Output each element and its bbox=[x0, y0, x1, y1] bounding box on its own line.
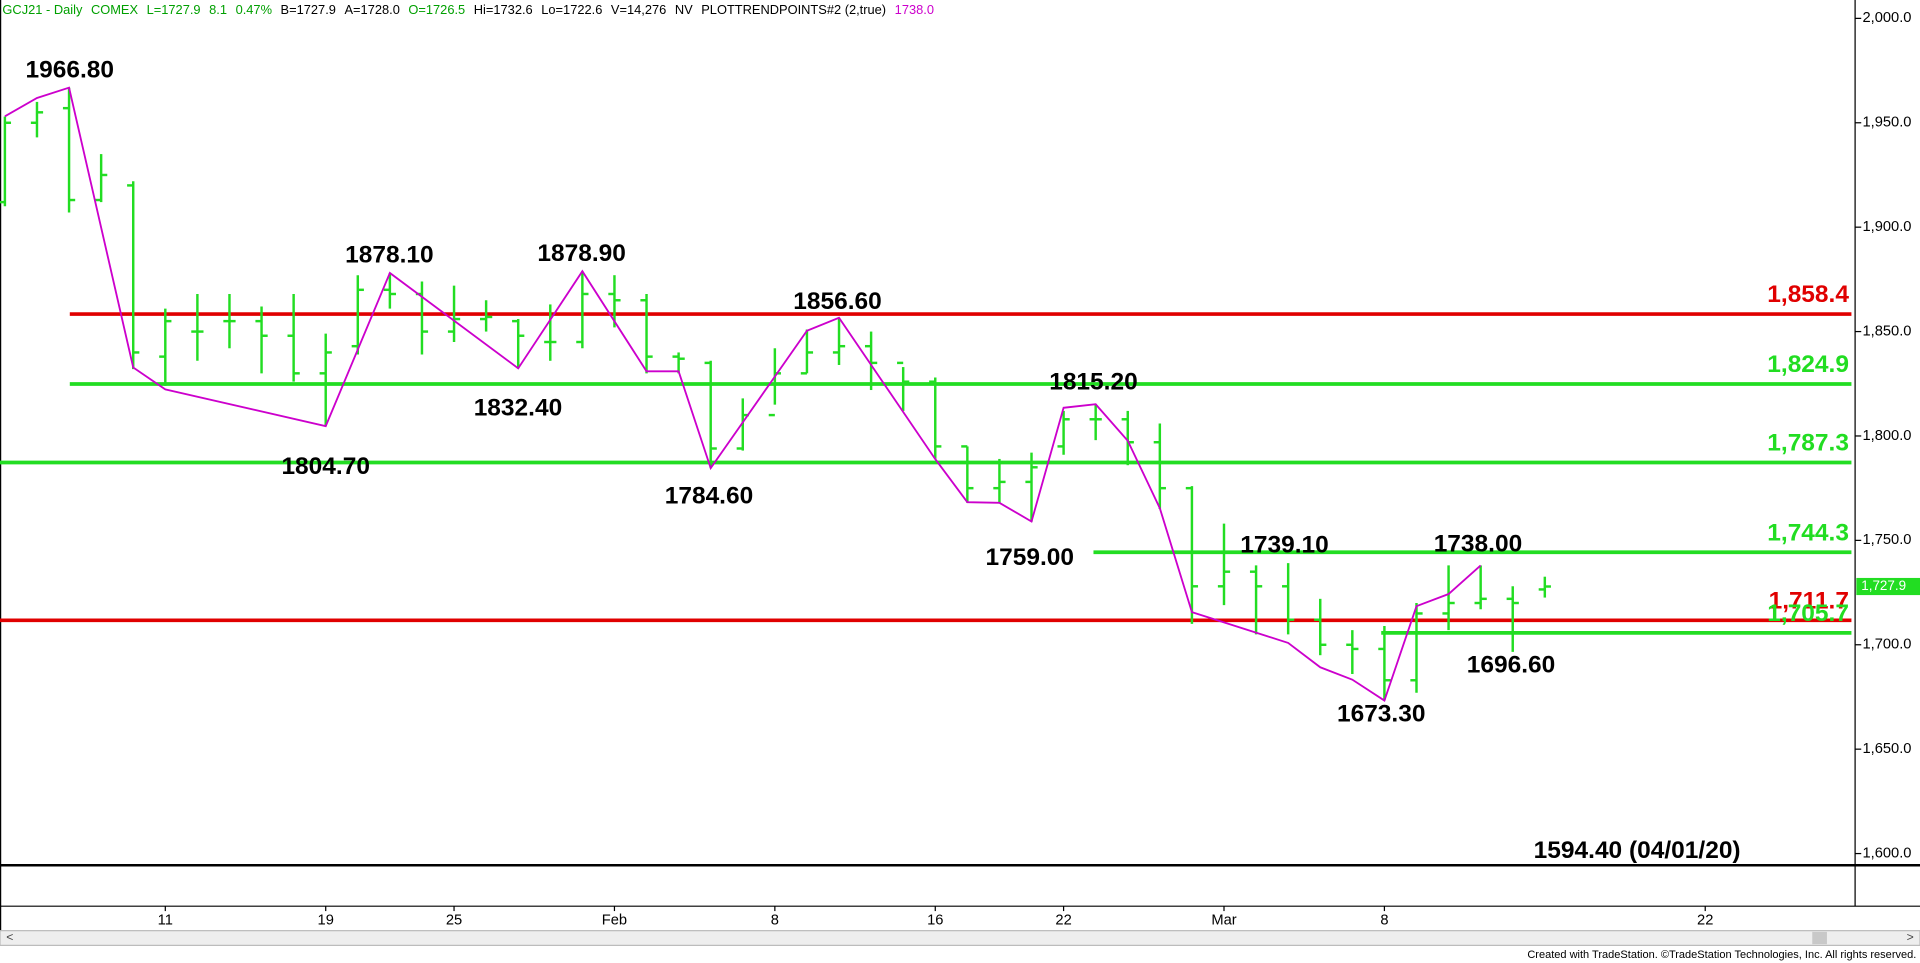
x-tick-label: 19 bbox=[318, 913, 334, 929]
swing-label: 1832.40 bbox=[474, 394, 563, 421]
swing-label: 1815.20 bbox=[1049, 369, 1138, 396]
level-label: 1594.40 (04/01/20) bbox=[1534, 837, 1741, 864]
y-tick-label: 1,700.0 bbox=[1862, 637, 1911, 653]
header-item: Lo=1722.6 bbox=[541, 2, 602, 17]
footer: Created with TradeStation. ©TradeStation… bbox=[1527, 949, 1916, 961]
header-item: 1738.0 bbox=[895, 2, 934, 17]
scrollbar-thumb[interactable] bbox=[1812, 931, 1827, 945]
header-item: COMEX bbox=[91, 2, 139, 17]
x-tick-label: 8 bbox=[1380, 913, 1388, 929]
x-tick-label: 25 bbox=[446, 913, 462, 929]
header-item: V=14,276 bbox=[611, 2, 666, 17]
swing-label: 1739.10 bbox=[1240, 532, 1329, 559]
swing-label: 1856.60 bbox=[793, 288, 882, 315]
y-tick-label: 1,650.0 bbox=[1862, 741, 1911, 757]
y-tick-label: 1,950.0 bbox=[1862, 115, 1911, 131]
x-tick-label: 11 bbox=[158, 913, 173, 929]
x-tick-label: Mar bbox=[1211, 913, 1236, 929]
header-item: B=1727.9 bbox=[281, 2, 336, 17]
header-item: 0.47% bbox=[236, 2, 272, 17]
swing-label: 1759.00 bbox=[986, 544, 1075, 571]
header: GCJ21 - Daily COMEX L=1727.9 8.1 0.47% B=1727… bbox=[2, 2, 934, 17]
swing-label: 1696.60 bbox=[1467, 652, 1556, 679]
header-item: Hi=1732.6 bbox=[474, 2, 533, 17]
trend-line bbox=[4, 86, 1482, 702]
swing-label: 1738.00 bbox=[1434, 530, 1523, 557]
y-tick-label: 2,000.0 bbox=[1862, 10, 1911, 26]
last-price-box bbox=[1856, 577, 1920, 596]
swing-label: 1804.70 bbox=[281, 453, 370, 480]
level-label: 1,787.3 bbox=[1767, 430, 1849, 457]
x-tick-label: 8 bbox=[771, 913, 779, 929]
swing-label: 1878.10 bbox=[345, 241, 434, 268]
x-tick-label: Feb bbox=[602, 913, 627, 929]
x-tick-label: 16 bbox=[927, 913, 943, 929]
scroll-left[interactable]: < bbox=[6, 930, 13, 944]
swing-label: 1673.30 bbox=[1337, 701, 1426, 728]
scrollbar[interactable] bbox=[0, 930, 1920, 946]
x-tick-label: 22 bbox=[1697, 913, 1713, 929]
level-label: 1,744.3 bbox=[1767, 519, 1849, 546]
y-tick-label: 1,800.0 bbox=[1862, 428, 1911, 444]
y-tick-label: 1,750.0 bbox=[1862, 532, 1911, 548]
swing-label: 1878.90 bbox=[537, 240, 626, 267]
header-item: NV bbox=[675, 2, 693, 17]
header-item: A=1728.0 bbox=[344, 2, 399, 17]
last-price-label: 1,727.9 bbox=[1861, 578, 1906, 593]
level-label: 1,711.7 bbox=[1769, 587, 1849, 614]
level-label: 1,858.4 bbox=[1767, 281, 1849, 308]
header-item: L=1727.9 bbox=[147, 2, 201, 17]
x-tick-label: 22 bbox=[1055, 913, 1071, 929]
level-label: 1,705.7 bbox=[1767, 600, 1849, 627]
header-item: 8.1 bbox=[209, 2, 227, 17]
swing-label: 1966.80 bbox=[26, 56, 115, 83]
y-tick-label: 1,900.0 bbox=[1862, 219, 1911, 235]
header-item: GCJ21 - Daily bbox=[2, 2, 83, 17]
level-label: 1,824.9 bbox=[1767, 351, 1849, 378]
y-tick-label: 1,850.0 bbox=[1862, 323, 1911, 339]
header-item: PLOTTRENDPOINTS#2 (2,true) bbox=[701, 2, 886, 17]
scroll-right[interactable]: > bbox=[1907, 930, 1914, 944]
swing-label: 1784.60 bbox=[665, 483, 754, 510]
y-tick-label: 1,600.0 bbox=[1862, 845, 1911, 861]
header-item: O=1726.5 bbox=[408, 2, 465, 17]
